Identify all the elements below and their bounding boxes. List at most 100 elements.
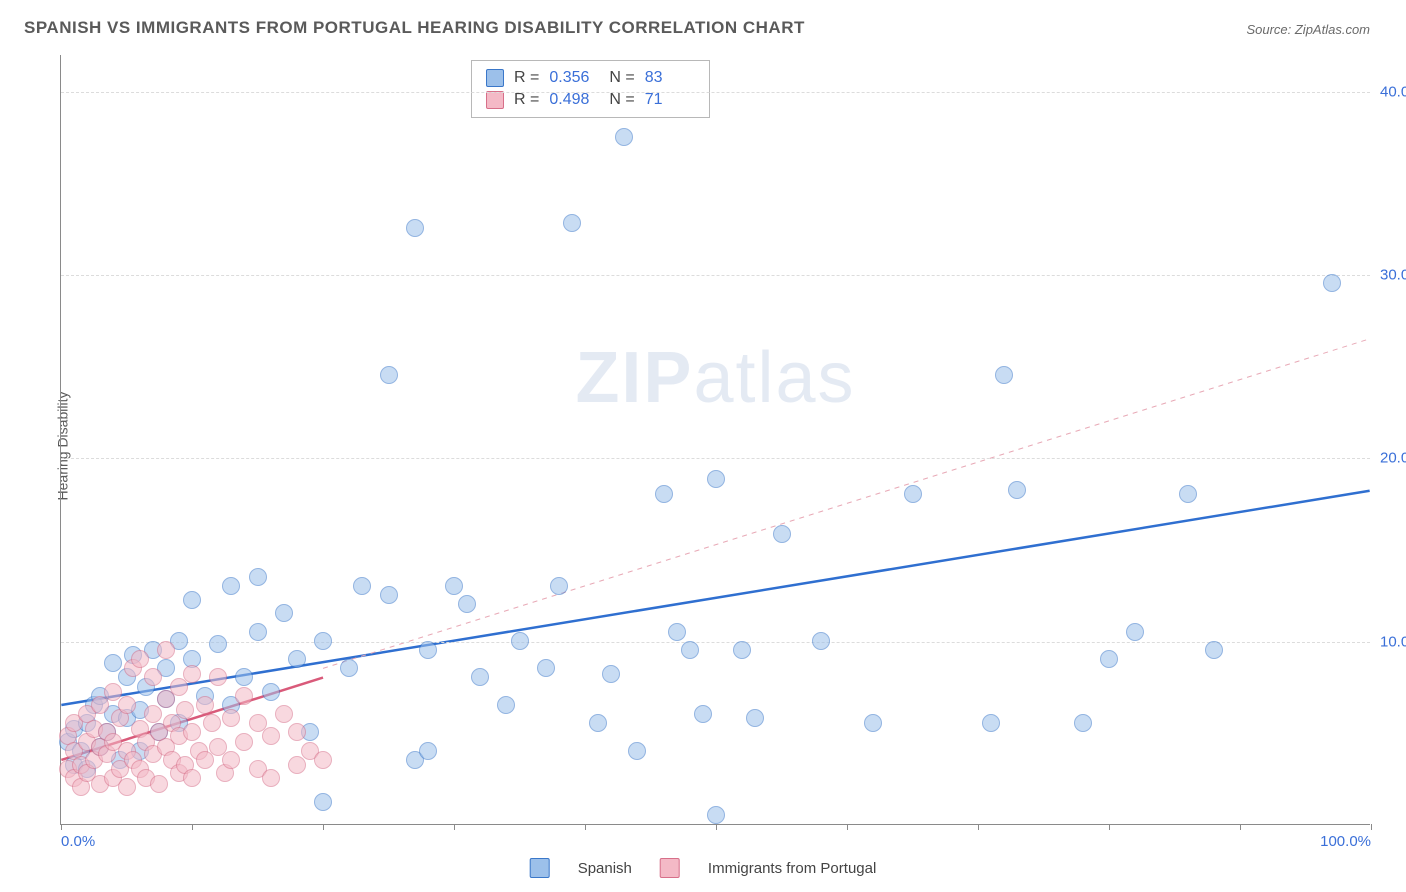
data-point	[118, 696, 136, 714]
data-point	[471, 668, 489, 686]
series-swatch	[486, 91, 504, 109]
x-tick-mark	[61, 824, 62, 830]
gridline	[61, 275, 1370, 276]
x-tick-mark	[1109, 824, 1110, 830]
r-value: 0.498	[549, 91, 599, 109]
data-point	[183, 665, 201, 683]
x-tick-label: 100.0%	[1320, 833, 1371, 850]
series-legend: Spanish Immigrants from Portugal	[530, 858, 877, 878]
legend-label: Spanish	[578, 860, 632, 877]
data-point	[694, 705, 712, 723]
watermark-bold: ZIP	[575, 338, 693, 418]
data-point	[183, 591, 201, 609]
data-point	[183, 769, 201, 787]
data-point	[746, 709, 764, 727]
data-point	[458, 595, 476, 613]
data-point	[995, 366, 1013, 384]
y-tick-label: 40.0%	[1380, 83, 1406, 100]
x-tick-mark	[1371, 824, 1372, 830]
data-point	[314, 751, 332, 769]
y-tick-label: 30.0%	[1380, 267, 1406, 284]
trend-lines	[61, 55, 1370, 824]
data-point	[249, 623, 267, 641]
correlation-stats-box: R =0.356N =83 R = 0.498 N = 71	[471, 60, 710, 118]
data-point	[628, 742, 646, 760]
data-point	[1126, 623, 1144, 641]
n-value: 71	[645, 91, 695, 109]
data-point	[222, 577, 240, 595]
data-point	[131, 650, 149, 668]
data-point	[550, 577, 568, 595]
data-point	[288, 723, 306, 741]
data-point	[288, 650, 306, 668]
data-point	[314, 793, 332, 811]
legend-swatch	[530, 858, 550, 878]
data-point	[982, 714, 1000, 732]
scatter-chart: ZIPatlas R =0.356N =83R =0.498N =71 10.0…	[60, 55, 1370, 825]
gridline	[61, 458, 1370, 459]
data-point	[144, 705, 162, 723]
data-point	[209, 668, 227, 686]
legend-label: Immigrants from Portugal	[708, 860, 876, 877]
data-point	[353, 577, 371, 595]
data-point	[176, 701, 194, 719]
data-point	[589, 714, 607, 732]
data-point	[340, 659, 358, 677]
watermark: ZIPatlas	[575, 337, 855, 419]
data-point	[203, 714, 221, 732]
series-swatch	[486, 69, 504, 87]
data-point	[419, 742, 437, 760]
data-point	[262, 727, 280, 745]
data-point	[235, 668, 253, 686]
data-point	[380, 586, 398, 604]
data-point	[288, 756, 306, 774]
data-point	[222, 751, 240, 769]
n-value: 83	[645, 69, 695, 87]
x-tick-mark	[1240, 824, 1241, 830]
data-point	[668, 623, 686, 641]
y-tick-label: 10.0%	[1380, 633, 1406, 650]
data-point	[1179, 485, 1197, 503]
data-point	[262, 769, 280, 787]
x-tick-mark	[585, 824, 586, 830]
data-point	[733, 641, 751, 659]
data-point	[249, 568, 267, 586]
watermark-light: atlas	[693, 338, 855, 418]
data-point	[1100, 650, 1118, 668]
data-point	[1205, 641, 1223, 659]
data-point	[864, 714, 882, 732]
data-point	[209, 635, 227, 653]
data-point	[380, 366, 398, 384]
x-tick-mark	[454, 824, 455, 830]
chart-title: SPANISH VS IMMIGRANTS FROM PORTUGAL HEAR…	[24, 18, 805, 38]
x-tick-mark	[192, 824, 193, 830]
data-point	[602, 665, 620, 683]
data-point	[104, 654, 122, 672]
data-point	[445, 577, 463, 595]
source-attribution: Source: ZipAtlas.com	[1246, 22, 1370, 37]
data-point	[144, 668, 162, 686]
gridline	[61, 642, 1370, 643]
x-tick-label: 0.0%	[61, 833, 95, 850]
legend-swatch	[660, 858, 680, 878]
data-point	[1074, 714, 1092, 732]
data-point	[655, 485, 673, 503]
data-point	[773, 525, 791, 543]
y-tick-label: 20.0%	[1380, 450, 1406, 467]
stats-row: R =0.356N =83	[486, 67, 695, 89]
n-label: N =	[609, 91, 634, 109]
data-point	[222, 709, 240, 727]
data-point	[196, 696, 214, 714]
data-point	[707, 470, 725, 488]
data-point	[1323, 274, 1341, 292]
r-label: R =	[514, 91, 539, 109]
data-point	[235, 733, 253, 751]
data-point	[537, 659, 555, 677]
data-point	[275, 604, 293, 622]
data-point	[497, 696, 515, 714]
data-point	[183, 723, 201, 741]
data-point	[150, 775, 168, 793]
x-tick-mark	[978, 824, 979, 830]
data-point	[615, 128, 633, 146]
x-tick-mark	[847, 824, 848, 830]
